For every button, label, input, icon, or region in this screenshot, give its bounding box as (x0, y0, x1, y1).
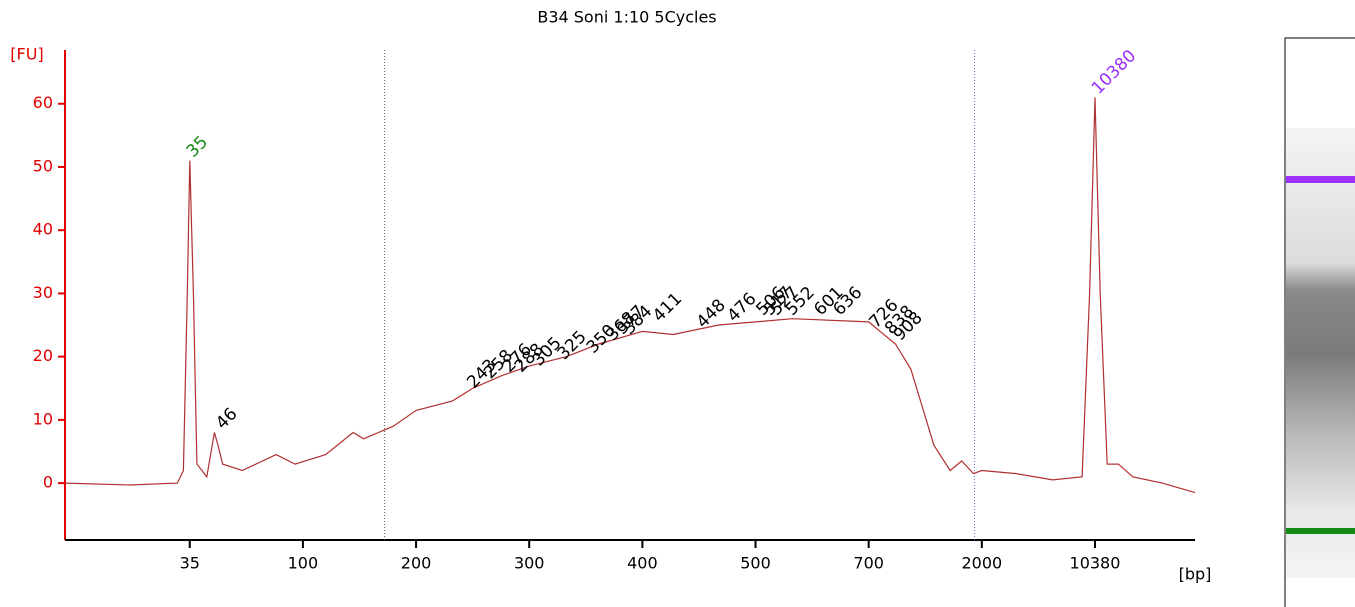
y-tick-label: 30 (33, 283, 53, 302)
x-tick-label: 2000 (961, 554, 1002, 573)
gel-upper-marker (1286, 176, 1355, 183)
x-tick-label: 100 (288, 554, 319, 573)
y-axis-label: [FU] (10, 45, 43, 64)
y-tick-label: 0 (43, 473, 53, 492)
y-tick-label: 20 (33, 346, 53, 365)
y-tick-label: 60 (33, 93, 53, 112)
x-tick-label: 400 (627, 554, 658, 573)
x-tick-label: 500 (740, 554, 771, 573)
gel-smear (1286, 128, 1355, 578)
x-tick-label: 700 (853, 554, 884, 573)
y-tick-label: 50 (33, 156, 53, 175)
peak-label: 411 (649, 289, 686, 326)
peak-label: 35 (183, 132, 212, 161)
gel-lane (1284, 37, 1355, 607)
y-tick-label: 40 (33, 220, 53, 239)
x-axis-label: [bp] (1179, 565, 1212, 584)
x-tick-label: 35 (180, 554, 200, 573)
trace (64, 97, 1196, 494)
x-tick-label: 10380 (1070, 554, 1121, 573)
x-tick-label: 300 (514, 554, 545, 573)
y-tick-label: 10 (33, 409, 53, 428)
chart-title: B34 Soni 1:10 5Cycles (537, 8, 716, 27)
peak-label: 46 (212, 404, 241, 433)
gel-lower-marker (1286, 528, 1355, 534)
x-tick-label: 200 (401, 554, 432, 573)
peak-label: 10380 (1088, 46, 1140, 98)
